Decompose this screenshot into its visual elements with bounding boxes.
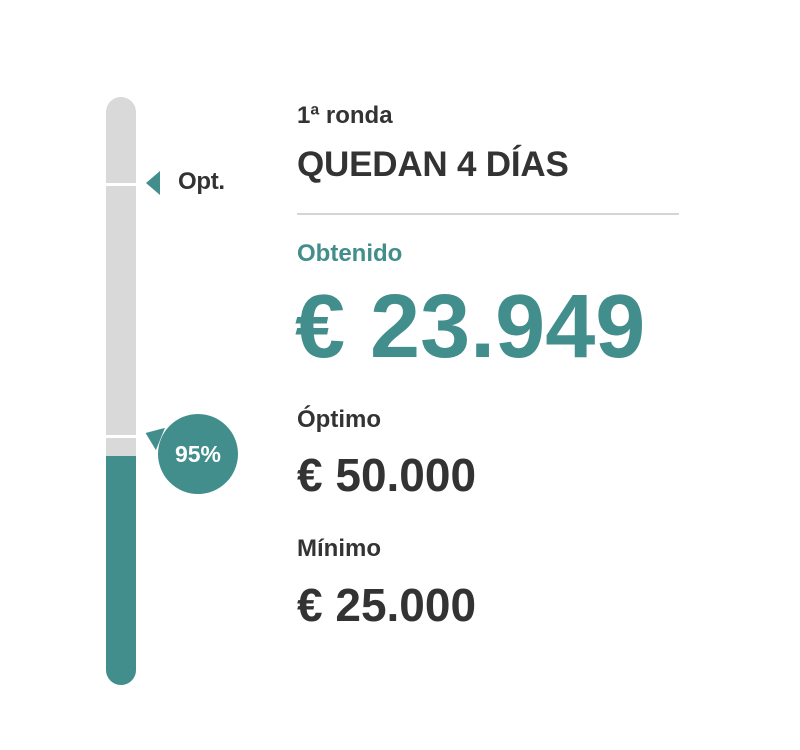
funding-progress-bar — [106, 97, 136, 685]
optimal-label: Óptimo — [297, 406, 381, 433]
minimum-label: Mínimo — [297, 535, 381, 562]
obtained-amount: € 23.949 — [295, 277, 646, 377]
obtained-label: Obtenido — [297, 240, 403, 267]
optimal-amount: € 50.000 — [297, 449, 477, 501]
minimum-amount: € 25.000 — [297, 579, 477, 631]
divider — [297, 213, 679, 215]
round-label: 1ª ronda — [297, 102, 393, 129]
minimum-tick — [106, 435, 136, 438]
days-left: QUEDAN 4 DÍAS — [297, 145, 569, 184]
optimal-tick — [106, 183, 136, 186]
optimal-marker-label: Opt. — [178, 168, 225, 195]
percent-badge: 95% — [158, 414, 238, 494]
percent-badge-label: 95% — [174, 440, 222, 467]
optimal-marker-arrow-icon — [146, 171, 160, 195]
funding-progress-fill — [106, 455, 136, 685]
